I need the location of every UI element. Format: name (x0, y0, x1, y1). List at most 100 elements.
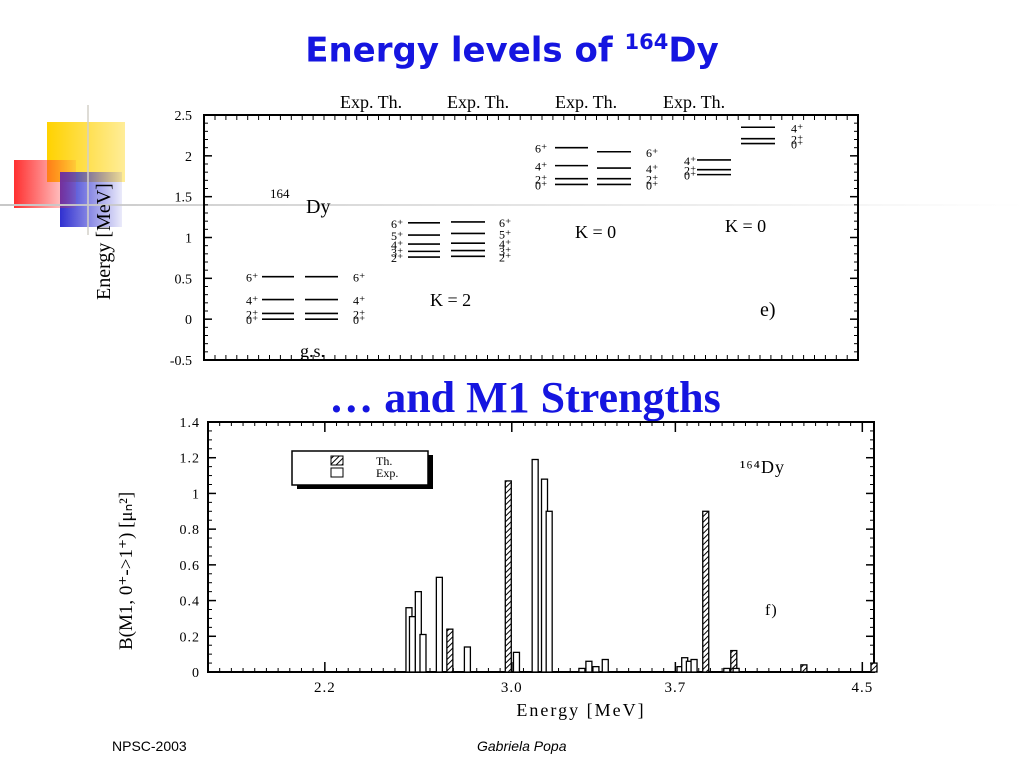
spin-label-th: 2⁺ (353, 307, 365, 321)
spin-label-th: 2⁺ (791, 133, 803, 147)
m1-ytick-label: 1 (192, 487, 200, 502)
band-label: K = 0 (725, 216, 766, 236)
bar-experiment (408, 615, 417, 673)
spin-label-th: 5⁺ (499, 227, 511, 241)
red-square (14, 160, 76, 208)
bar-theory (702, 510, 710, 673)
spin-label-exp: 2⁺ (246, 307, 258, 321)
m1-ylabel: B(M1, 0⁺->1⁺) [μₙ²] (116, 492, 137, 650)
m1-ytick-label: 0.2 (180, 630, 201, 645)
bar-experiment (512, 651, 521, 673)
band-label: g.s. (300, 341, 325, 361)
bar-experiment (531, 458, 539, 673)
spin-label-exp: 2⁺ (391, 251, 403, 265)
bar-theory (504, 480, 512, 673)
spin-label-exp: 2⁺ (684, 164, 696, 178)
bar-experiment (419, 633, 427, 673)
spin-label-th: 6⁺ (499, 216, 511, 230)
legend-box (291, 450, 429, 486)
levels-frame (203, 114, 859, 361)
bar-experiment (732, 667, 740, 673)
band-label: K = 2 (430, 290, 471, 310)
spin-label-exp: 5⁺ (391, 229, 403, 243)
m1-nucleus-label: ¹⁶⁴Dy (740, 457, 785, 477)
m1-panel-label: f) (765, 602, 778, 619)
m1-xtick-label: 3.7 (664, 680, 686, 696)
bar-theory (446, 628, 454, 673)
title-element: Dy (668, 30, 719, 71)
spin-label-exp: 4⁺ (391, 238, 403, 252)
m1-ytick-label: 0.6 (180, 559, 201, 574)
bar-experiment (435, 576, 443, 673)
levels-column-header: Exp. Th. (663, 92, 725, 112)
bar-experiment (463, 646, 472, 673)
spin-label-th: 2⁺ (499, 250, 511, 264)
spin-label-th: 4⁺ (646, 162, 658, 176)
levels-ytick-label: 1 (185, 232, 192, 247)
nucleus-symbol: Dy (306, 196, 330, 218)
decorative-squares (14, 105, 125, 235)
spin-label-exp: 6⁺ (246, 271, 258, 285)
spin-label-th: 2⁺ (646, 173, 658, 187)
title-text: Energy levels of (305, 30, 625, 71)
spin-label-exp: 0⁺ (535, 178, 547, 192)
m1-xlabel: Energy [MeV] (516, 700, 645, 720)
m1-ytick-label: 0.4 (180, 595, 201, 610)
spin-label-exp: 0⁺ (246, 313, 258, 327)
levels-ytick-label: 2.5 (175, 109, 193, 124)
legend-swatch-th (330, 455, 344, 466)
spin-label-exp: 6⁺ (535, 142, 547, 156)
levels-ytick-label: 1.5 (175, 191, 193, 206)
footer-center: Gabriela Popa (477, 738, 567, 754)
spin-label-exp: 4⁺ (535, 160, 547, 174)
levels-ytick-label: -0.5 (170, 354, 192, 369)
spin-label-th: 6⁺ (353, 271, 365, 285)
bar-theory (800, 664, 808, 673)
levels-ylabel: Energy [MeV] (93, 183, 115, 300)
bar-experiment (414, 590, 422, 673)
title-mass-number: 164 (624, 30, 669, 54)
legend-label-exp: Exp. (376, 466, 398, 480)
bar-experiment (601, 658, 609, 673)
spin-label-th: 3⁺ (499, 245, 511, 259)
m1-strength-chart: 0 0.2 0.4 0.6 0.8 1 1.2 1.4 2.2 3.0 3.7 4.5 Energy [… (116, 416, 878, 720)
spin-label-exp: 3⁺ (391, 245, 403, 259)
decorative-line (0, 204, 1024, 206)
band-label: K = 0 (575, 222, 616, 242)
bar-experiment (690, 658, 698, 673)
spin-label-exp: 6⁺ (391, 217, 403, 231)
levels-ytick-label: 0.5 (175, 272, 193, 287)
levels-ytick-label: 0 (185, 313, 192, 328)
page-title: Energy levels of 164Dy (0, 30, 1024, 70)
spin-label-th: 0⁺ (791, 138, 803, 152)
spin-label-th: 4⁺ (353, 294, 365, 308)
bar-experiment (545, 510, 553, 673)
m1-xtick-label: 4.5 (851, 680, 873, 696)
m1-xtick-label: 3.0 (501, 680, 523, 696)
m1-ytick-label: 1.4 (180, 416, 201, 431)
bar-experiment (578, 667, 586, 673)
m1-xtick-label: 2.2 (314, 680, 336, 696)
m1-ytick-label: 1.2 (180, 452, 201, 467)
levels-ytick-label: 2 (185, 150, 192, 165)
spin-label-exp: 4⁺ (246, 294, 258, 308)
spin-label-exp: 2⁺ (535, 173, 547, 187)
bar-experiment (585, 660, 593, 673)
bar-theory (870, 662, 878, 673)
legend-label-th: Th. (376, 454, 392, 468)
spin-label-exp: 4⁺ (684, 154, 696, 168)
levels-panel-label: e) (760, 299, 776, 321)
bar-experiment (723, 667, 731, 673)
legend-swatch-exp (330, 467, 344, 478)
bar-experiment (592, 665, 600, 673)
spin-label-th: 6⁺ (646, 146, 658, 160)
spin-label-exp: 0⁺ (684, 169, 696, 183)
subtitle: … and M1 Strengths (329, 373, 721, 422)
m1-ytick-label: 0 (192, 666, 200, 681)
spin-label-th: 4⁺ (791, 121, 803, 135)
levels-column-header: Exp. Th. (340, 92, 402, 112)
footer-left: NPSC-2003 (112, 738, 187, 754)
spin-label-th: 0⁺ (646, 178, 658, 192)
spin-label-th: 4⁺ (499, 237, 511, 251)
